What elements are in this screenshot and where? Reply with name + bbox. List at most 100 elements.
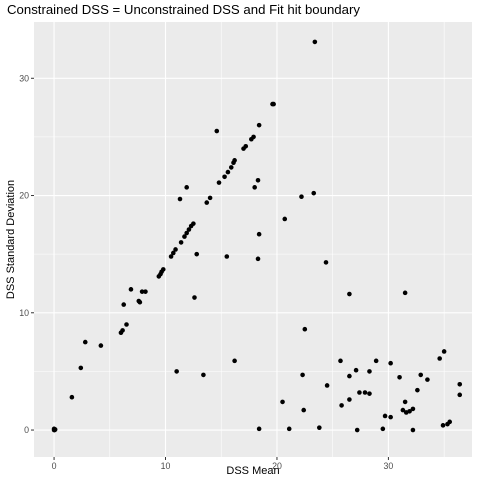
data-point xyxy=(388,414,393,420)
data-point xyxy=(271,101,276,107)
data-point xyxy=(441,349,447,354)
data-point xyxy=(347,373,352,379)
y-axis: 0 10 20 30 xyxy=(19,73,34,435)
data-point xyxy=(437,356,442,361)
data-point xyxy=(353,367,359,373)
data-point xyxy=(402,399,408,405)
data-point xyxy=(51,426,57,432)
data-point xyxy=(228,165,234,170)
y-axis-title: DSS Standard Deviation xyxy=(5,180,17,299)
data-point xyxy=(302,326,308,332)
data-point xyxy=(178,240,184,245)
data-point xyxy=(168,254,174,259)
data-point xyxy=(367,391,372,396)
y-tick-label: 0 xyxy=(24,425,29,435)
data-point xyxy=(139,289,145,294)
data-point xyxy=(282,216,288,222)
data-point xyxy=(214,128,220,134)
chart-title: Constrained DSS = Unconstrained DSS and … xyxy=(7,2,360,17)
data-points xyxy=(51,39,463,433)
data-point xyxy=(415,387,420,393)
data-point xyxy=(388,360,393,366)
data-point xyxy=(177,196,183,202)
data-point xyxy=(173,247,178,252)
data-point xyxy=(347,291,352,297)
data-point xyxy=(280,399,285,405)
data-point xyxy=(367,369,372,374)
data-point xyxy=(121,302,127,307)
data-point xyxy=(143,289,148,294)
data-point xyxy=(440,423,446,428)
data-point xyxy=(204,200,210,205)
x-tick-label: 10 xyxy=(161,461,171,471)
data-point xyxy=(252,185,257,190)
plot-panel xyxy=(34,22,472,457)
data-point xyxy=(410,406,416,412)
data-point xyxy=(251,134,256,140)
data-point xyxy=(286,426,292,432)
data-point xyxy=(255,177,261,183)
data-point xyxy=(425,377,430,382)
x-tick-label: 0 xyxy=(52,461,57,471)
data-point xyxy=(171,250,176,256)
data-point xyxy=(382,413,388,419)
data-point xyxy=(78,365,84,371)
data-point xyxy=(174,369,179,374)
data-point xyxy=(324,383,330,388)
x-axis: 0 10 20 30 xyxy=(52,457,394,471)
data-point xyxy=(255,256,261,262)
data-point xyxy=(323,260,329,265)
data-point xyxy=(447,419,453,425)
data-point xyxy=(128,287,134,292)
data-point xyxy=(410,427,416,433)
data-point xyxy=(232,358,237,364)
data-point xyxy=(194,251,200,257)
data-point xyxy=(69,394,75,400)
data-point xyxy=(224,254,230,259)
data-point xyxy=(338,358,343,364)
data-point xyxy=(339,403,344,408)
data-point xyxy=(243,143,249,149)
data-point xyxy=(192,295,197,300)
data-point xyxy=(407,408,412,414)
data-point xyxy=(184,230,189,236)
y-tick-label: 30 xyxy=(19,73,29,83)
data-point xyxy=(137,299,143,305)
data-point xyxy=(418,372,424,378)
data-point xyxy=(184,185,189,190)
grid-lines xyxy=(34,22,472,457)
data-point xyxy=(354,427,360,433)
data-point xyxy=(207,195,213,201)
data-point xyxy=(397,374,402,380)
data-point xyxy=(124,322,129,327)
y-tick-label: 20 xyxy=(19,191,29,201)
data-point xyxy=(362,390,368,395)
data-point xyxy=(400,407,406,413)
data-point xyxy=(457,382,463,387)
y-tick-label: 10 xyxy=(19,308,29,318)
data-point xyxy=(182,234,187,239)
data-point xyxy=(357,390,362,395)
data-point xyxy=(225,169,231,175)
data-point xyxy=(373,358,379,364)
x-tick-label: 20 xyxy=(272,461,282,471)
data-point xyxy=(457,392,463,398)
data-point xyxy=(186,227,192,232)
data-point xyxy=(317,425,322,430)
x-axis-title: DSS Mean xyxy=(226,465,279,477)
data-point xyxy=(201,372,206,378)
data-point xyxy=(311,190,317,196)
data-point xyxy=(301,407,307,413)
data-point xyxy=(256,426,262,432)
data-point xyxy=(120,328,125,333)
data-point xyxy=(191,221,196,226)
data-point xyxy=(160,267,166,272)
data-point xyxy=(300,372,305,378)
x-tick-label: 30 xyxy=(384,461,394,471)
data-point xyxy=(256,231,262,237)
data-point xyxy=(299,194,304,200)
data-point xyxy=(216,180,222,185)
data-point xyxy=(98,343,104,348)
data-point xyxy=(402,290,408,296)
